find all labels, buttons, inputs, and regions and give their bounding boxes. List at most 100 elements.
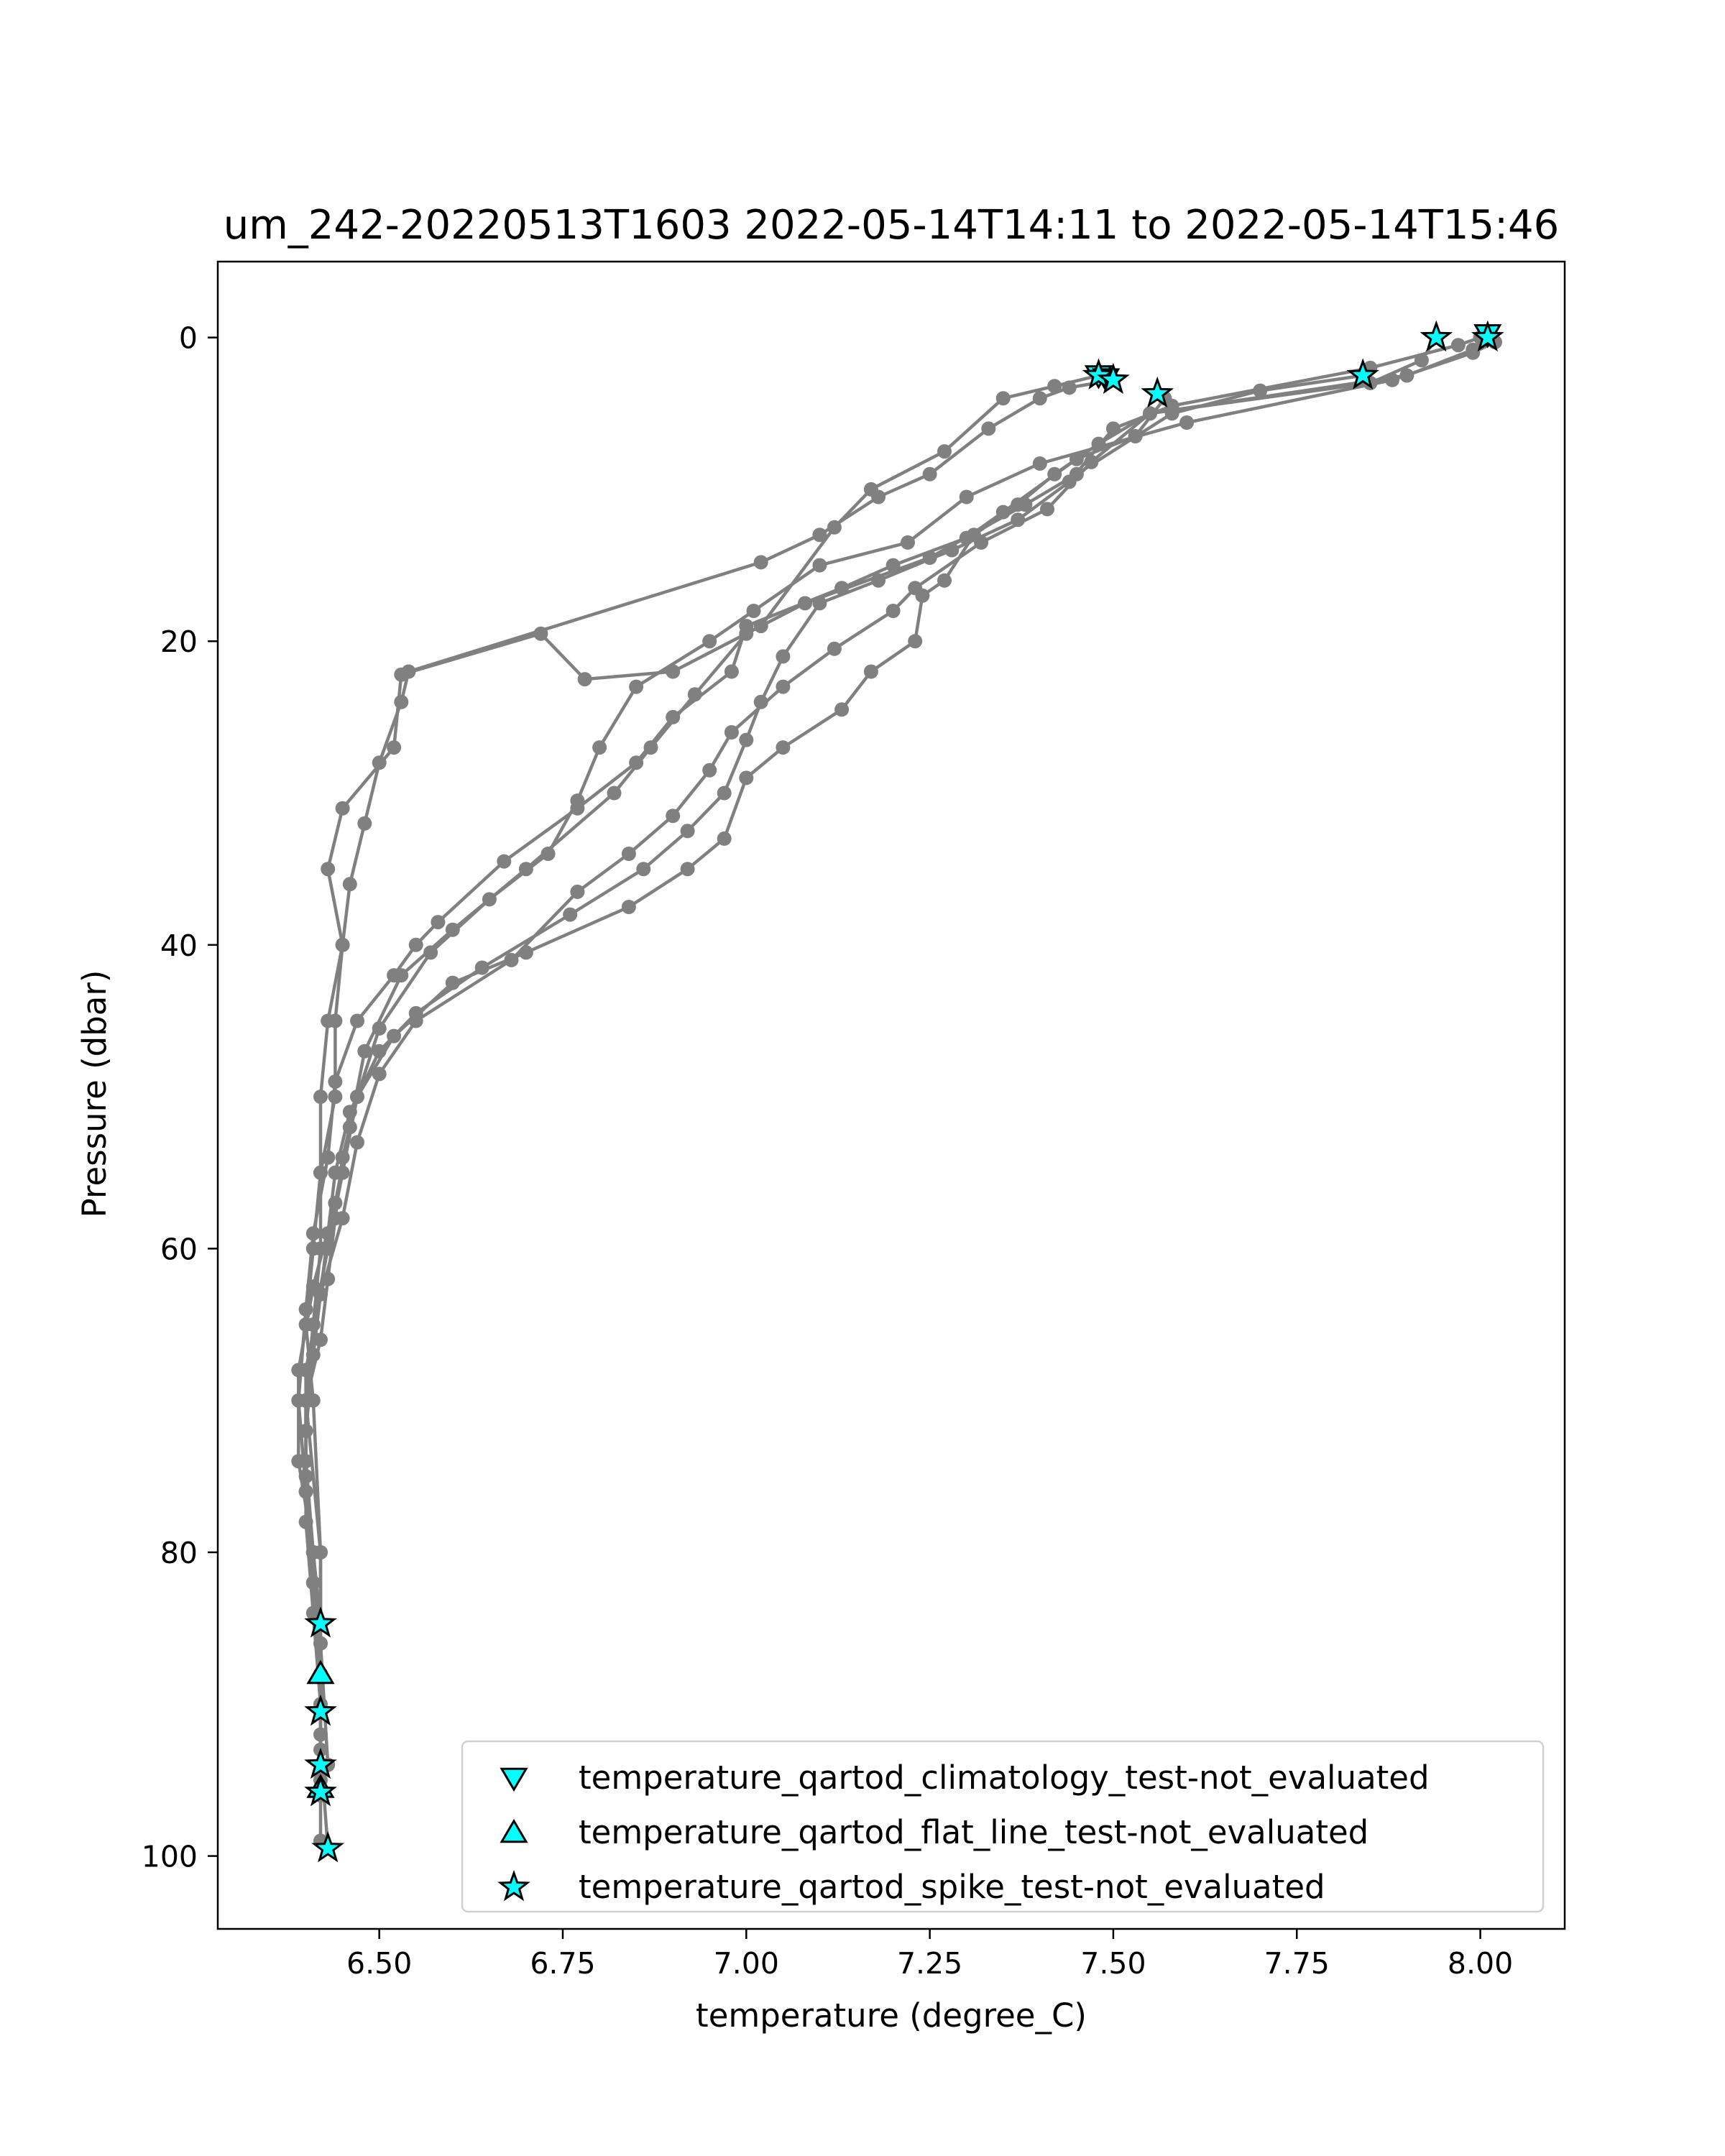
profile-point [915,588,930,603]
profile-point [776,679,791,694]
profile-point [1011,512,1026,528]
profile-point [570,801,585,816]
profile-point [372,1044,387,1059]
profile-point [702,763,717,778]
profile-point [431,915,446,930]
star-marker [1420,320,1453,352]
legend-marker-triangle-up [500,1818,528,1843]
profile-point [423,945,438,960]
flag-markers [304,320,1504,1863]
profile-point [305,1226,321,1241]
x-tick-label: 7.00 [714,1946,779,1981]
profile-point [702,634,717,649]
x-tick-label: 7.75 [1264,1946,1330,1981]
profile-point [372,1067,387,1082]
profile-point [357,816,372,831]
profile-point [886,558,901,573]
profile-point [408,937,423,952]
profile-point [944,543,960,558]
y-tick-label: 40 [160,929,198,963]
profile-point [298,1302,313,1317]
profile-point [812,528,827,543]
profile-point [328,1165,343,1180]
profile-line-5 [297,392,1167,1780]
profile-point [812,558,827,573]
profile-point [342,877,357,892]
profile-point [298,1514,313,1529]
profile-point [724,664,739,679]
profile-point [328,1074,343,1089]
profile-point [629,755,644,770]
profile-point [305,1348,321,1363]
legend-box [461,1740,1545,1913]
profile-point [937,573,952,588]
profile-point [937,444,952,459]
profile-point [753,555,768,570]
profile-point [621,847,636,861]
star-marker [1346,358,1379,390]
profile-point [753,694,768,709]
profile-point [570,884,585,899]
profile-point [1040,502,1054,517]
profiles [291,330,1502,1856]
y-tick-label: 0 [179,321,198,356]
y-tick-label: 100 [142,1840,198,1874]
profile-point [901,535,915,550]
profile-point [540,847,556,861]
profile-point [342,1105,357,1120]
legend-label: temperature_qartod_climatology_test-not_… [579,1759,1430,1797]
y-axis: 0 20 40 60 80 100 [142,321,218,1874]
profile-point [401,664,416,679]
profile-point [321,1150,336,1165]
profile-point [350,1013,364,1028]
profile-point [1128,429,1143,443]
profile-point [321,1013,336,1028]
profile-point [827,641,842,656]
profile-point [680,862,695,877]
legend-label: temperature_qartod_flat_line_test-not_ev… [579,1813,1368,1851]
profile-point [408,1005,423,1021]
profile-point [313,1286,328,1302]
profile-line-1 [304,340,1496,1624]
profile-point [372,755,387,770]
star-marker [1097,362,1130,395]
profile-point [1011,497,1026,512]
star-marker [311,1831,345,1863]
profile-line-2 [297,374,1363,1674]
x-tick-label: 6.75 [530,1946,595,1981]
profile-point [621,900,636,914]
star-marker [304,1606,337,1638]
profile-point [394,694,409,709]
star-marker [1471,320,1504,352]
profile-point [922,466,937,482]
profile-point [1032,456,1047,471]
profile-point [577,672,592,687]
profile-point [739,619,754,634]
profile-point [739,770,754,786]
star-marker [1141,376,1174,408]
legend-marker-star [497,1869,530,1902]
profile-point [321,1226,336,1241]
profile-point [746,604,761,618]
profile-point [1466,342,1481,357]
x-tick-label: 7.25 [897,1946,962,1981]
y-axis-label: Pressure (dbar) [75,970,114,1218]
profile-point [474,960,489,975]
profile-point [871,489,886,505]
plot-area-frame [216,260,1566,1930]
chart-title: um_242-20220513T1603 2022-05-14T14:11 to… [224,202,1560,249]
profile-point [335,937,350,952]
profile-point [776,740,791,755]
profile-line-3 [304,374,1100,1712]
profile-point [497,854,512,869]
legend: temperature_qartod_climatology_test-not_… [461,1740,1545,1913]
profile-point [1179,415,1195,430]
profile-point [981,421,996,436]
profile-point [636,862,651,877]
profile-point [563,907,578,922]
profile-point [607,786,622,801]
x-tick-label: 7.50 [1080,1946,1146,1981]
profile-point [886,604,901,618]
profile-point [834,702,850,717]
